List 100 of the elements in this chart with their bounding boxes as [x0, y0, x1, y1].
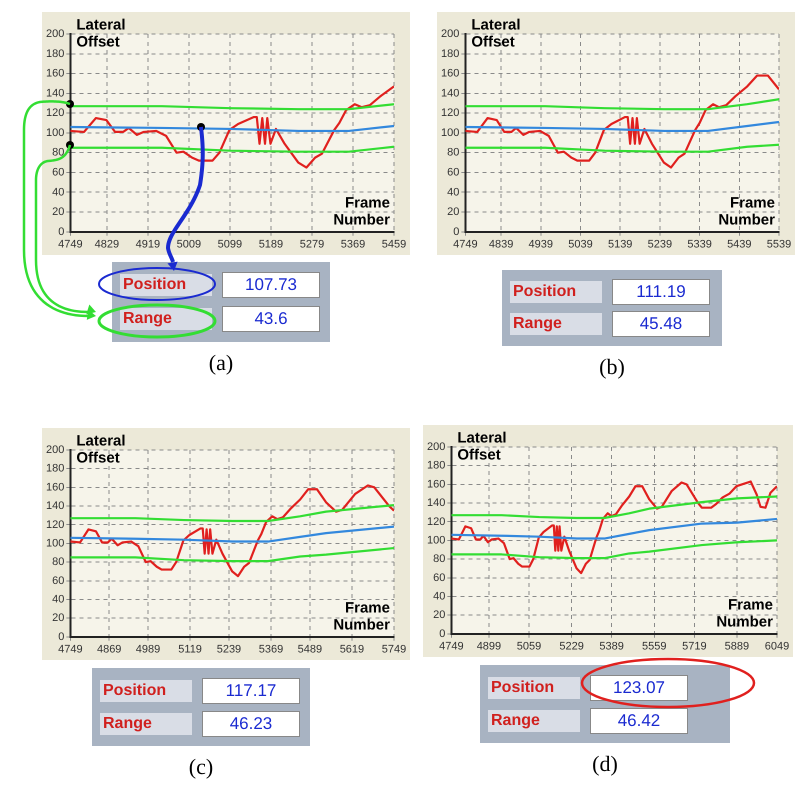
- category-label: Position: [488, 676, 580, 698]
- y-tick-label: 200: [46, 28, 64, 40]
- x-tick-label: 5559: [642, 640, 666, 652]
- x-tick-label: 5239: [216, 643, 242, 656]
- y-tick-label: 120: [46, 107, 64, 120]
- y-tick-label: 140: [46, 500, 64, 512]
- data-label: 45.48: [612, 311, 710, 337]
- text: (c): [188, 754, 214, 780]
- text: (a): [208, 350, 234, 376]
- y-tick-label: 180: [46, 462, 64, 475]
- y-axis-title: Lateral Offset: [471, 16, 521, 51]
- x-tick-label: 4939: [528, 238, 554, 250]
- y-tick-label: 40: [433, 590, 446, 602]
- y-tick-label: 100: [46, 126, 64, 139]
- y-tick-label: 20: [447, 206, 460, 218]
- x-tick-label: 5619: [340, 643, 364, 656]
- x-tick-label: 5229: [559, 640, 584, 652]
- x-tick-label: 4919: [136, 238, 160, 250]
- y-axis-title: Lateral Offset: [457, 430, 507, 464]
- x-tick-label: 5059: [516, 640, 542, 652]
- y-tick-label: 180: [426, 460, 446, 472]
- y-tick-label: 120: [440, 107, 460, 120]
- x-axis-title: Frame Number: [716, 596, 774, 630]
- data-label: 123.07: [590, 674, 688, 700]
- x-tick-label: 4749: [58, 238, 83, 250]
- x-tick-label: 5389: [599, 640, 624, 652]
- x-axis-title: Frame Number: [333, 194, 390, 228]
- x-tick-label: 4839: [488, 238, 514, 250]
- x-tick-label: 6049: [764, 640, 790, 652]
- x-tick-label: 4749: [58, 643, 83, 656]
- x-axis-title: Frame Number: [333, 599, 390, 634]
- y-tick-label: 200: [46, 444, 64, 456]
- y-tick-label: 0: [453, 226, 460, 238]
- category-label: Range: [488, 710, 580, 732]
- category-label: Position: [510, 281, 602, 303]
- category-label: Position: [120, 274, 212, 296]
- y-tick-label: 40: [52, 186, 64, 198]
- y-tick-label: 60: [52, 574, 64, 587]
- y-tick-label: 160: [440, 68, 460, 80]
- x-axis-title: Frame Number: [718, 194, 776, 228]
- data-label: 46.42: [590, 708, 688, 734]
- x-tick-label: 5539: [766, 238, 792, 250]
- category-label: Range: [120, 308, 212, 330]
- y-tick-label: 120: [46, 518, 64, 531]
- y-tick-label: 80: [447, 146, 460, 159]
- x-tick-label: 5119: [178, 643, 202, 656]
- x-tick-label: 4749: [453, 238, 478, 250]
- y-tick-label: 0: [439, 628, 446, 640]
- y-tick-label: 180: [440, 48, 460, 60]
- y-tick-label: 160: [426, 478, 446, 490]
- y-tick-label: 80: [433, 553, 446, 566]
- y-axis-title: Lateral Offset: [76, 432, 126, 467]
- x-tick-label: 5139: [608, 238, 632, 250]
- x-tick-label: 4989: [136, 643, 160, 656]
- y-tick-label: 180: [46, 48, 64, 60]
- y-tick-label: 100: [46, 537, 64, 550]
- x-tick-label: 5009: [176, 238, 202, 250]
- category-label: Range: [100, 712, 192, 734]
- x-tick-label: 5889: [724, 640, 750, 652]
- y-tick-label: 60: [433, 572, 446, 584]
- x-tick-label: 5099: [218, 238, 242, 250]
- y-tick-label: 80: [52, 556, 64, 568]
- y-tick-label: 60: [447, 166, 460, 178]
- x-tick-label: 5369: [258, 643, 284, 656]
- text: (b): [598, 354, 626, 380]
- x-tick-label: 5039: [568, 238, 593, 250]
- y-tick-label: 140: [426, 497, 446, 510]
- x-tick-label: 5239: [648, 238, 672, 250]
- x-tick-label: 5189: [258, 238, 284, 250]
- data-label: 46.23: [202, 710, 300, 736]
- y-tick-label: 100: [440, 126, 460, 139]
- y-tick-label: 0: [58, 226, 64, 238]
- data-label: 107.73: [222, 272, 320, 298]
- data-label: 43.6: [222, 306, 320, 332]
- x-tick-label: 4869: [96, 643, 122, 656]
- x-tick-label: 4829: [94, 238, 120, 250]
- x-tick-label: 5719: [682, 640, 707, 652]
- x-tick-label: 4899: [476, 640, 502, 652]
- x-tick-label: 5369: [340, 238, 366, 250]
- text: (d): [591, 751, 619, 777]
- y-tick-label: 80: [52, 146, 64, 159]
- y-tick-label: 200: [440, 28, 460, 40]
- y-tick-label: 20: [433, 609, 446, 622]
- y-tick-label: 40: [52, 593, 64, 606]
- x-tick-label: 5439: [727, 238, 752, 250]
- category-label: Range: [510, 313, 602, 335]
- category-label: Position: [100, 680, 192, 702]
- y-tick-label: 200: [426, 441, 446, 454]
- data-label: 111.19: [612, 279, 710, 305]
- y-tick-label: 100: [426, 534, 446, 546]
- y-tick-label: 160: [46, 68, 64, 80]
- x-tick-label: 5489: [298, 643, 322, 656]
- y-tick-label: 40: [447, 186, 460, 198]
- y-tick-label: 60: [52, 166, 64, 178]
- x-tick-label: 5459: [382, 238, 406, 250]
- data-label: 117.17: [202, 678, 300, 704]
- y-axis-title: Lateral Offset: [76, 16, 126, 51]
- y-tick-label: 140: [46, 87, 64, 100]
- y-tick-label: 20: [52, 612, 64, 624]
- y-tick-label: 160: [46, 481, 64, 494]
